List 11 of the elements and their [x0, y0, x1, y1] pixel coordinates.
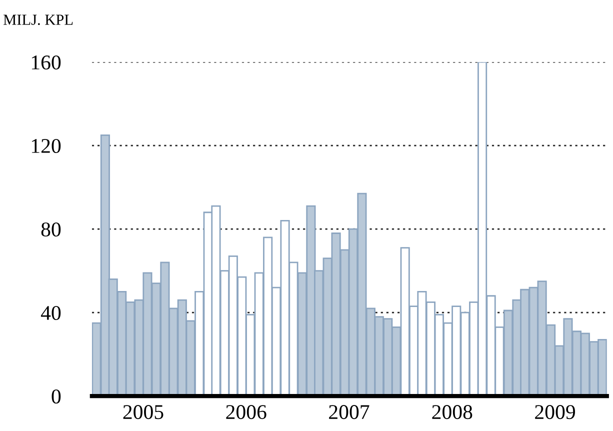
y-tick-label: 80	[41, 222, 61, 237]
y-tick-label: 160	[32, 55, 61, 70]
y-tick-label: 0	[52, 389, 61, 404]
y-tick-label: 120	[32, 138, 61, 154]
x-tick-label: 2009	[535, 405, 575, 420]
y-axis-title: MILJ. KPL	[4, 14, 73, 25]
x-tick-label: 2008	[432, 405, 472, 420]
y-tick-label: 40	[40, 306, 61, 320]
x-tick-label: 2006	[226, 405, 266, 420]
x-tick-label: 2005	[123, 405, 164, 420]
x-tick-label: 2007	[329, 405, 370, 420]
